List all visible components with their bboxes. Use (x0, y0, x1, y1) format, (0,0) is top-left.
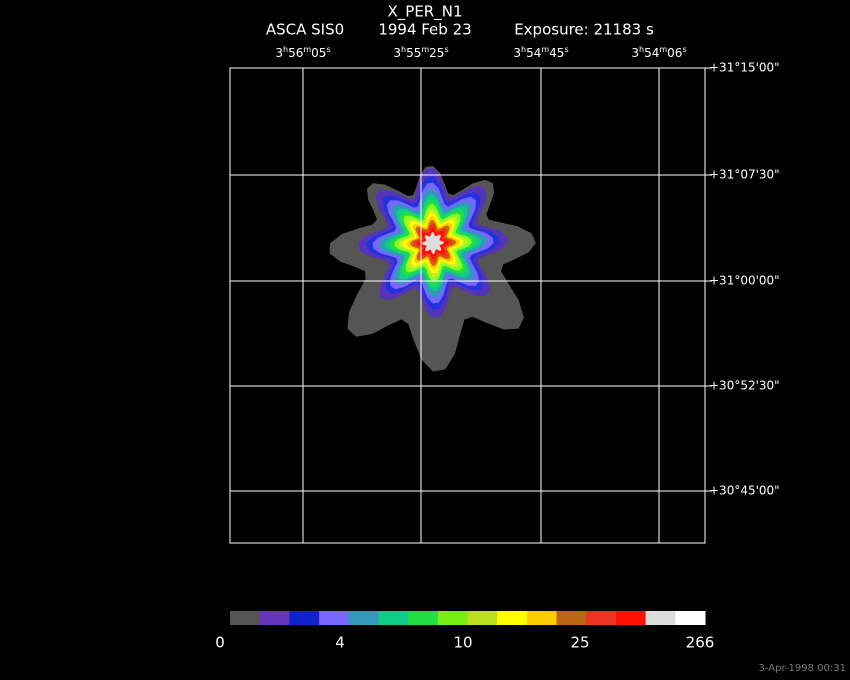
colorbar-label: 10 (453, 634, 472, 652)
ra-label-part: s (326, 45, 330, 54)
instrument: ASCA SIS0 (266, 21, 344, 39)
ra-label: 3h54m06s (631, 45, 686, 60)
colorbar: 0 4 10 25 266 (215, 611, 714, 652)
ra-label-part: h (401, 45, 406, 54)
ra-label-part: s (564, 45, 568, 54)
ra-label-part: 54 (644, 46, 659, 60)
source-image (329, 165, 536, 372)
colorbar-swatch (586, 611, 617, 625)
ra-label-part: s (682, 45, 686, 54)
colorbar-label: 0 (215, 634, 225, 652)
colorbar-swatch (378, 611, 409, 625)
ra-label-part: 54 (526, 46, 541, 60)
colorbar-swatch (467, 611, 498, 625)
colorbar-swatch (615, 611, 647, 625)
ra-label-part: m (303, 45, 311, 54)
dec-label: +30°52'30" (709, 379, 780, 393)
colorbar-swatch (348, 611, 379, 625)
ra-label: 3h56m05s (275, 45, 330, 60)
ra-label-part: 3 (275, 46, 283, 60)
ra-label-part: 3 (631, 46, 639, 60)
ra-label-part: h (521, 45, 526, 54)
colorbar-swatch (645, 611, 676, 625)
exposure: Exposure: 21183 s (514, 21, 654, 39)
ra-label-part: 06 (667, 46, 682, 60)
ra-label-part: 05 (311, 46, 326, 60)
colorbar-swatch (259, 611, 290, 625)
ra-label-part: 55 (406, 46, 421, 60)
colorbar-swatch (289, 611, 320, 625)
timestamp: 3-Apr-1998 00:31 (759, 663, 846, 674)
colorbar-swatch (675, 611, 706, 625)
colorbar-swatch (319, 611, 350, 625)
ra-label-part: 3 (393, 46, 401, 60)
ra-label-part: 25 (429, 46, 444, 60)
ra-label: 3h54m45s (513, 45, 568, 60)
dec-label: +31°07'30" (709, 168, 780, 182)
ra-label-part: m (541, 45, 549, 54)
ra-label-part: 3 (513, 46, 521, 60)
dec-label: +31°00'00" (709, 274, 780, 288)
colorbar-label: 4 (335, 634, 345, 652)
colorbar-swatch (497, 611, 528, 625)
colorbar-label: 266 (686, 634, 715, 652)
colorbar-swatch (230, 611, 261, 625)
ra-label-part: 56 (288, 46, 303, 60)
ra-label-part: s (444, 45, 448, 54)
ra-label-part: 45 (549, 46, 564, 60)
ra-label-part: h (639, 45, 644, 54)
dec-label: +30°45'00" (709, 484, 780, 498)
intensity-contour (422, 232, 444, 254)
ra-label-part: h (283, 45, 288, 54)
title: X_PER_N1 (388, 3, 463, 22)
colorbar-swatch (408, 611, 439, 625)
colorbar-swatch (556, 611, 587, 625)
ra-label-part: m (421, 45, 429, 54)
ra-label-part: m (659, 45, 667, 54)
date: 1994 Feb 23 (378, 21, 471, 39)
coordinate-grid: 3h56m05s 3h55m25s 3h54m45s 3h54m06s+31°15'0… (230, 45, 780, 543)
colorbar-swatch (437, 611, 468, 625)
ra-label: 3h55m25s (393, 45, 448, 60)
colorbar-swatch (526, 611, 558, 625)
dec-label: +31°15'00" (709, 61, 780, 75)
colorbar-label: 25 (570, 634, 589, 652)
frame (229, 67, 706, 544)
